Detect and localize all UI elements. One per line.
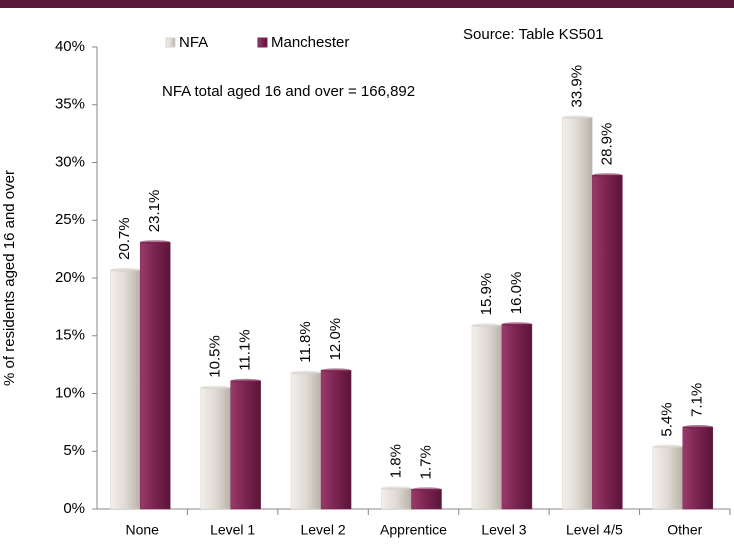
data-label: 7.1%	[689, 383, 706, 417]
y-tick-label: 15%	[55, 327, 85, 344]
data-label: 33.9%	[568, 65, 585, 108]
bar	[592, 174, 623, 510]
y-axis-label: % of residents aged 16 and over	[1, 170, 18, 386]
bar-cap	[291, 370, 322, 375]
data-label: 1.8%	[387, 444, 404, 478]
x-tick-label: Apprentice	[380, 522, 447, 538]
bar	[562, 117, 593, 510]
data-label: 20.7%	[116, 217, 133, 260]
bar-cap	[592, 173, 623, 178]
y-tick-label: 20%	[55, 269, 85, 286]
data-label: 15.9%	[478, 273, 495, 316]
bar-cap	[682, 424, 713, 429]
bar-cap	[562, 115, 593, 120]
data-label: 12.0%	[327, 318, 344, 361]
data-label: 11.1%	[237, 329, 254, 370]
y-tick-label: 25%	[55, 211, 85, 228]
x-tick-label: Level 1	[210, 522, 255, 538]
bar	[381, 487, 412, 510]
bar	[230, 380, 261, 510]
bar	[139, 241, 171, 510]
data-label: 1.7%	[417, 445, 434, 479]
legend-swatch	[165, 37, 176, 48]
x-tick-label: Level 3	[481, 522, 526, 538]
legend-label: Manchester	[271, 34, 349, 51]
y-tick-label: 5%	[63, 442, 85, 459]
y-tick-label: 30%	[55, 153, 85, 170]
x-tick-label: Level 2	[300, 522, 345, 538]
header-strip	[0, 0, 734, 8]
data-label: 23.1%	[146, 190, 163, 233]
bar	[109, 269, 141, 510]
bar-cap	[471, 323, 502, 328]
y-tick-label: 40%	[55, 38, 85, 55]
bar	[320, 370, 352, 510]
legend-label: NFA	[179, 34, 208, 51]
bar-cap	[140, 240, 171, 245]
x-tick-label: None	[125, 522, 159, 538]
total-note: NFA total aged 16 and over = 166,892	[162, 83, 415, 100]
bar	[652, 446, 684, 510]
bar	[411, 489, 442, 510]
data-label: 16.0%	[508, 272, 525, 315]
bar-cap	[230, 378, 261, 383]
data-label: 28.9%	[598, 123, 615, 166]
bar-cap	[501, 322, 532, 327]
y-tick-label: 10%	[55, 384, 85, 401]
y-tick-label: 35%	[55, 96, 85, 113]
y-tick-label: 0%	[63, 500, 85, 517]
source-note: Source: Table KS501	[463, 26, 604, 43]
bar-cap	[200, 385, 231, 390]
bar	[682, 426, 714, 510]
legend-swatch	[257, 37, 268, 48]
data-label: 5.4%	[659, 402, 676, 436]
x-tick-label: Other	[667, 522, 702, 538]
bar	[501, 323, 533, 510]
data-label: 10.5%	[207, 335, 224, 378]
x-tick-label: Level 4/5	[566, 522, 623, 538]
bar-cap	[110, 267, 141, 272]
bar-cap	[321, 368, 352, 373]
bar	[290, 372, 322, 510]
bar-cap	[652, 444, 683, 449]
bar-cap	[411, 487, 442, 492]
bar-cap	[381, 486, 412, 491]
data-label: 11.8%	[297, 321, 314, 362]
bar	[200, 387, 231, 510]
bar	[471, 325, 503, 510]
